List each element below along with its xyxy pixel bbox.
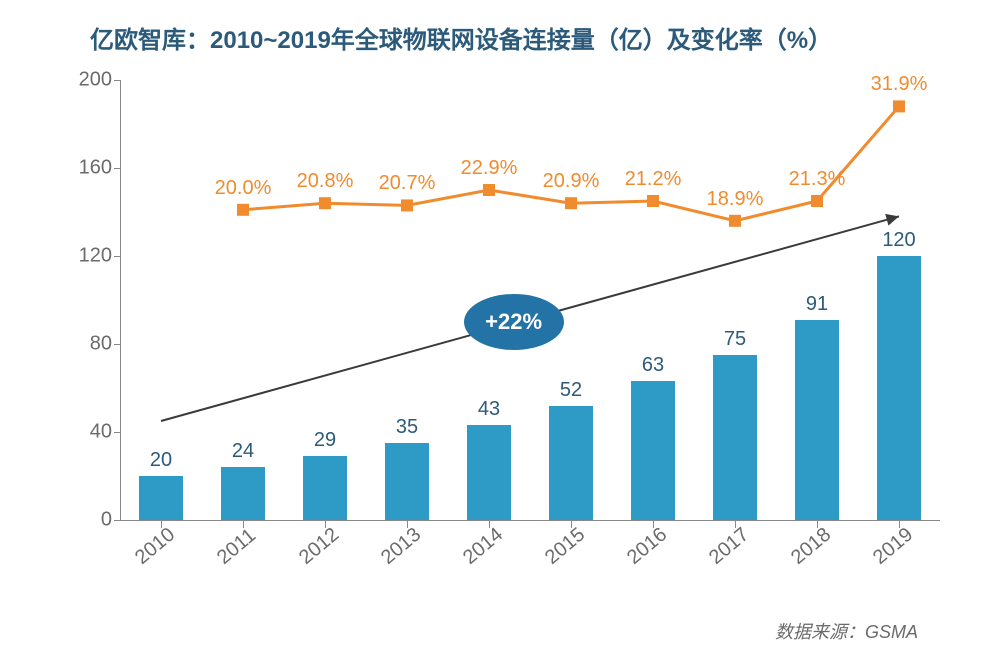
y-tick-mark xyxy=(114,168,120,169)
line-value-label: 20.8% xyxy=(297,170,354,193)
line-marker xyxy=(401,199,413,211)
x-tick-label: 2016 xyxy=(623,523,672,569)
x-tick-label: 2011 xyxy=(213,524,261,569)
y-tick-label: 120 xyxy=(79,245,112,268)
bar-value-label: 52 xyxy=(531,379,611,402)
y-tick-mark xyxy=(114,80,120,81)
bar xyxy=(549,406,593,520)
x-axis-labels: 2010201120122013201420152016201720182019 xyxy=(120,528,940,588)
y-tick-mark xyxy=(114,344,120,345)
line-value-label: 20.0% xyxy=(215,177,272,200)
bar-value-label: 35 xyxy=(367,416,447,439)
line-value-label: 20.7% xyxy=(379,172,436,195)
line-value-label: 22.9% xyxy=(461,157,518,180)
x-tick-label: 2014 xyxy=(459,523,508,569)
line-marker xyxy=(893,100,905,112)
bar xyxy=(713,355,757,520)
bar xyxy=(877,256,921,520)
bar-value-label: 29 xyxy=(285,429,365,452)
x-tick-label: 2010 xyxy=(131,523,180,569)
line-marker xyxy=(319,197,331,209)
line-value-label: 31.9% xyxy=(871,73,928,96)
y-tick-label: 0 xyxy=(101,509,112,532)
x-tick-label: 2013 xyxy=(377,523,426,569)
y-tick-label: 160 xyxy=(79,157,112,180)
bar xyxy=(467,425,511,520)
data-source: 数据来源：GSMA xyxy=(775,618,918,644)
bar-value-label: 20 xyxy=(121,449,201,472)
y-tick-label: 80 xyxy=(90,333,112,356)
line-marker xyxy=(237,204,249,216)
page: 亿欧智库：2010~2019年全球物联网设备连接量（亿）及变化率（%） 0 40 8… xyxy=(0,0,988,662)
y-axis: 04080120160200 xyxy=(60,80,120,520)
x-tick-label: 2018 xyxy=(787,523,836,569)
chart-title: 亿欧智库：2010~2019年全球物联网设备连接量（亿）及变化率（%） xyxy=(90,20,832,55)
y-tick-label: 200 xyxy=(79,69,112,92)
line-marker xyxy=(565,197,577,209)
line-marker xyxy=(729,215,741,227)
bar-value-label: 43 xyxy=(449,398,529,421)
line-value-label: 21.2% xyxy=(625,168,682,191)
x-tick-label: 2017 xyxy=(705,523,754,569)
x-tick-label: 2019 xyxy=(869,523,918,569)
line-marker xyxy=(647,195,659,207)
x-tick-label: 2015 xyxy=(541,523,590,569)
y-tick-label: 40 xyxy=(90,421,112,444)
line-marker xyxy=(483,184,495,196)
bar xyxy=(631,381,675,520)
bar-value-label: 120 xyxy=(859,229,939,252)
line-value-label: 20.9% xyxy=(543,170,600,193)
chart-area: 04080120160200 20242935435263759112020.0… xyxy=(60,80,940,600)
y-tick-mark xyxy=(114,432,120,433)
bar-value-label: 63 xyxy=(613,354,693,377)
y-tick-mark xyxy=(114,520,120,521)
bar xyxy=(221,467,265,520)
bar-value-label: 75 xyxy=(695,328,775,351)
line-value-label: 21.3% xyxy=(789,168,846,191)
trend-arrow-head xyxy=(885,214,899,226)
y-tick-mark xyxy=(114,256,120,257)
bar xyxy=(385,443,429,520)
x-tick-label: 2012 xyxy=(295,523,344,569)
bar xyxy=(795,320,839,520)
bar-value-label: 24 xyxy=(203,440,283,463)
bar xyxy=(303,456,347,520)
bar-value-label: 91 xyxy=(777,293,857,316)
growth-badge: +22% xyxy=(464,294,564,350)
line-marker xyxy=(811,195,823,207)
line-value-label: 18.9% xyxy=(707,188,764,211)
bar xyxy=(139,476,183,520)
plot-area: 202429354352637591 120 20.0% 20.8% 20.7% 22.9… xyxy=(120,80,940,520)
